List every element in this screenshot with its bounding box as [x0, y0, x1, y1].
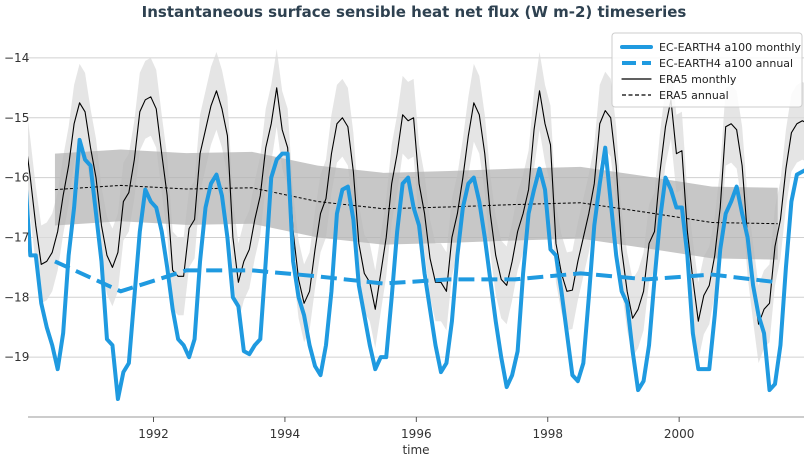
y-tick-label: −16: [4, 171, 29, 185]
x-axis-label: time: [402, 443, 429, 457]
uncertainty-bands: [28, 48, 804, 364]
ec-earth4-annual-line: [54, 259, 778, 294]
x-tick-label: 2000: [664, 427, 695, 441]
era5-monthly-line: [28, 87, 804, 325]
legend-label: ERA5 annual: [659, 89, 729, 102]
y-tick-label: −18: [4, 290, 29, 304]
legend-box: [611, 32, 803, 108]
x-tick-label: 1996: [401, 427, 432, 441]
y-tick-label: −14: [4, 51, 29, 65]
ec-earth4-monthly-line: [28, 137, 804, 402]
legend-label: ERA5 monthly: [659, 73, 737, 86]
series-lines: [28, 87, 804, 402]
x-tick-label: 1992: [138, 427, 169, 441]
y-tick-label: −19: [4, 350, 29, 364]
x-tick-label: 1994: [270, 427, 301, 441]
x-tick-label: 1998: [532, 427, 563, 441]
y-axis-ticks: −14 −15 −16 −17 −18 −19: [4, 51, 29, 364]
legend-label: EC-EARTH4 a100 monthly: [659, 41, 801, 54]
legend: EC-EARTH4 a100 monthly EC-EARTH4 a100 ann…: [611, 32, 803, 108]
y-tick-label: −17: [4, 230, 29, 244]
x-axis-ticks: 1992 1994 1996 1998 2000: [138, 417, 694, 441]
era5-annual-line: [54, 184, 778, 225]
y-tick-label: −15: [4, 111, 29, 125]
era5-monthly-band: [28, 48, 804, 364]
legend-label: EC-EARTH4 a100 annual: [659, 57, 793, 70]
era5-annual-band: [54, 149, 778, 260]
chart-title: Instantaneous surface sensible heat net …: [142, 3, 687, 21]
